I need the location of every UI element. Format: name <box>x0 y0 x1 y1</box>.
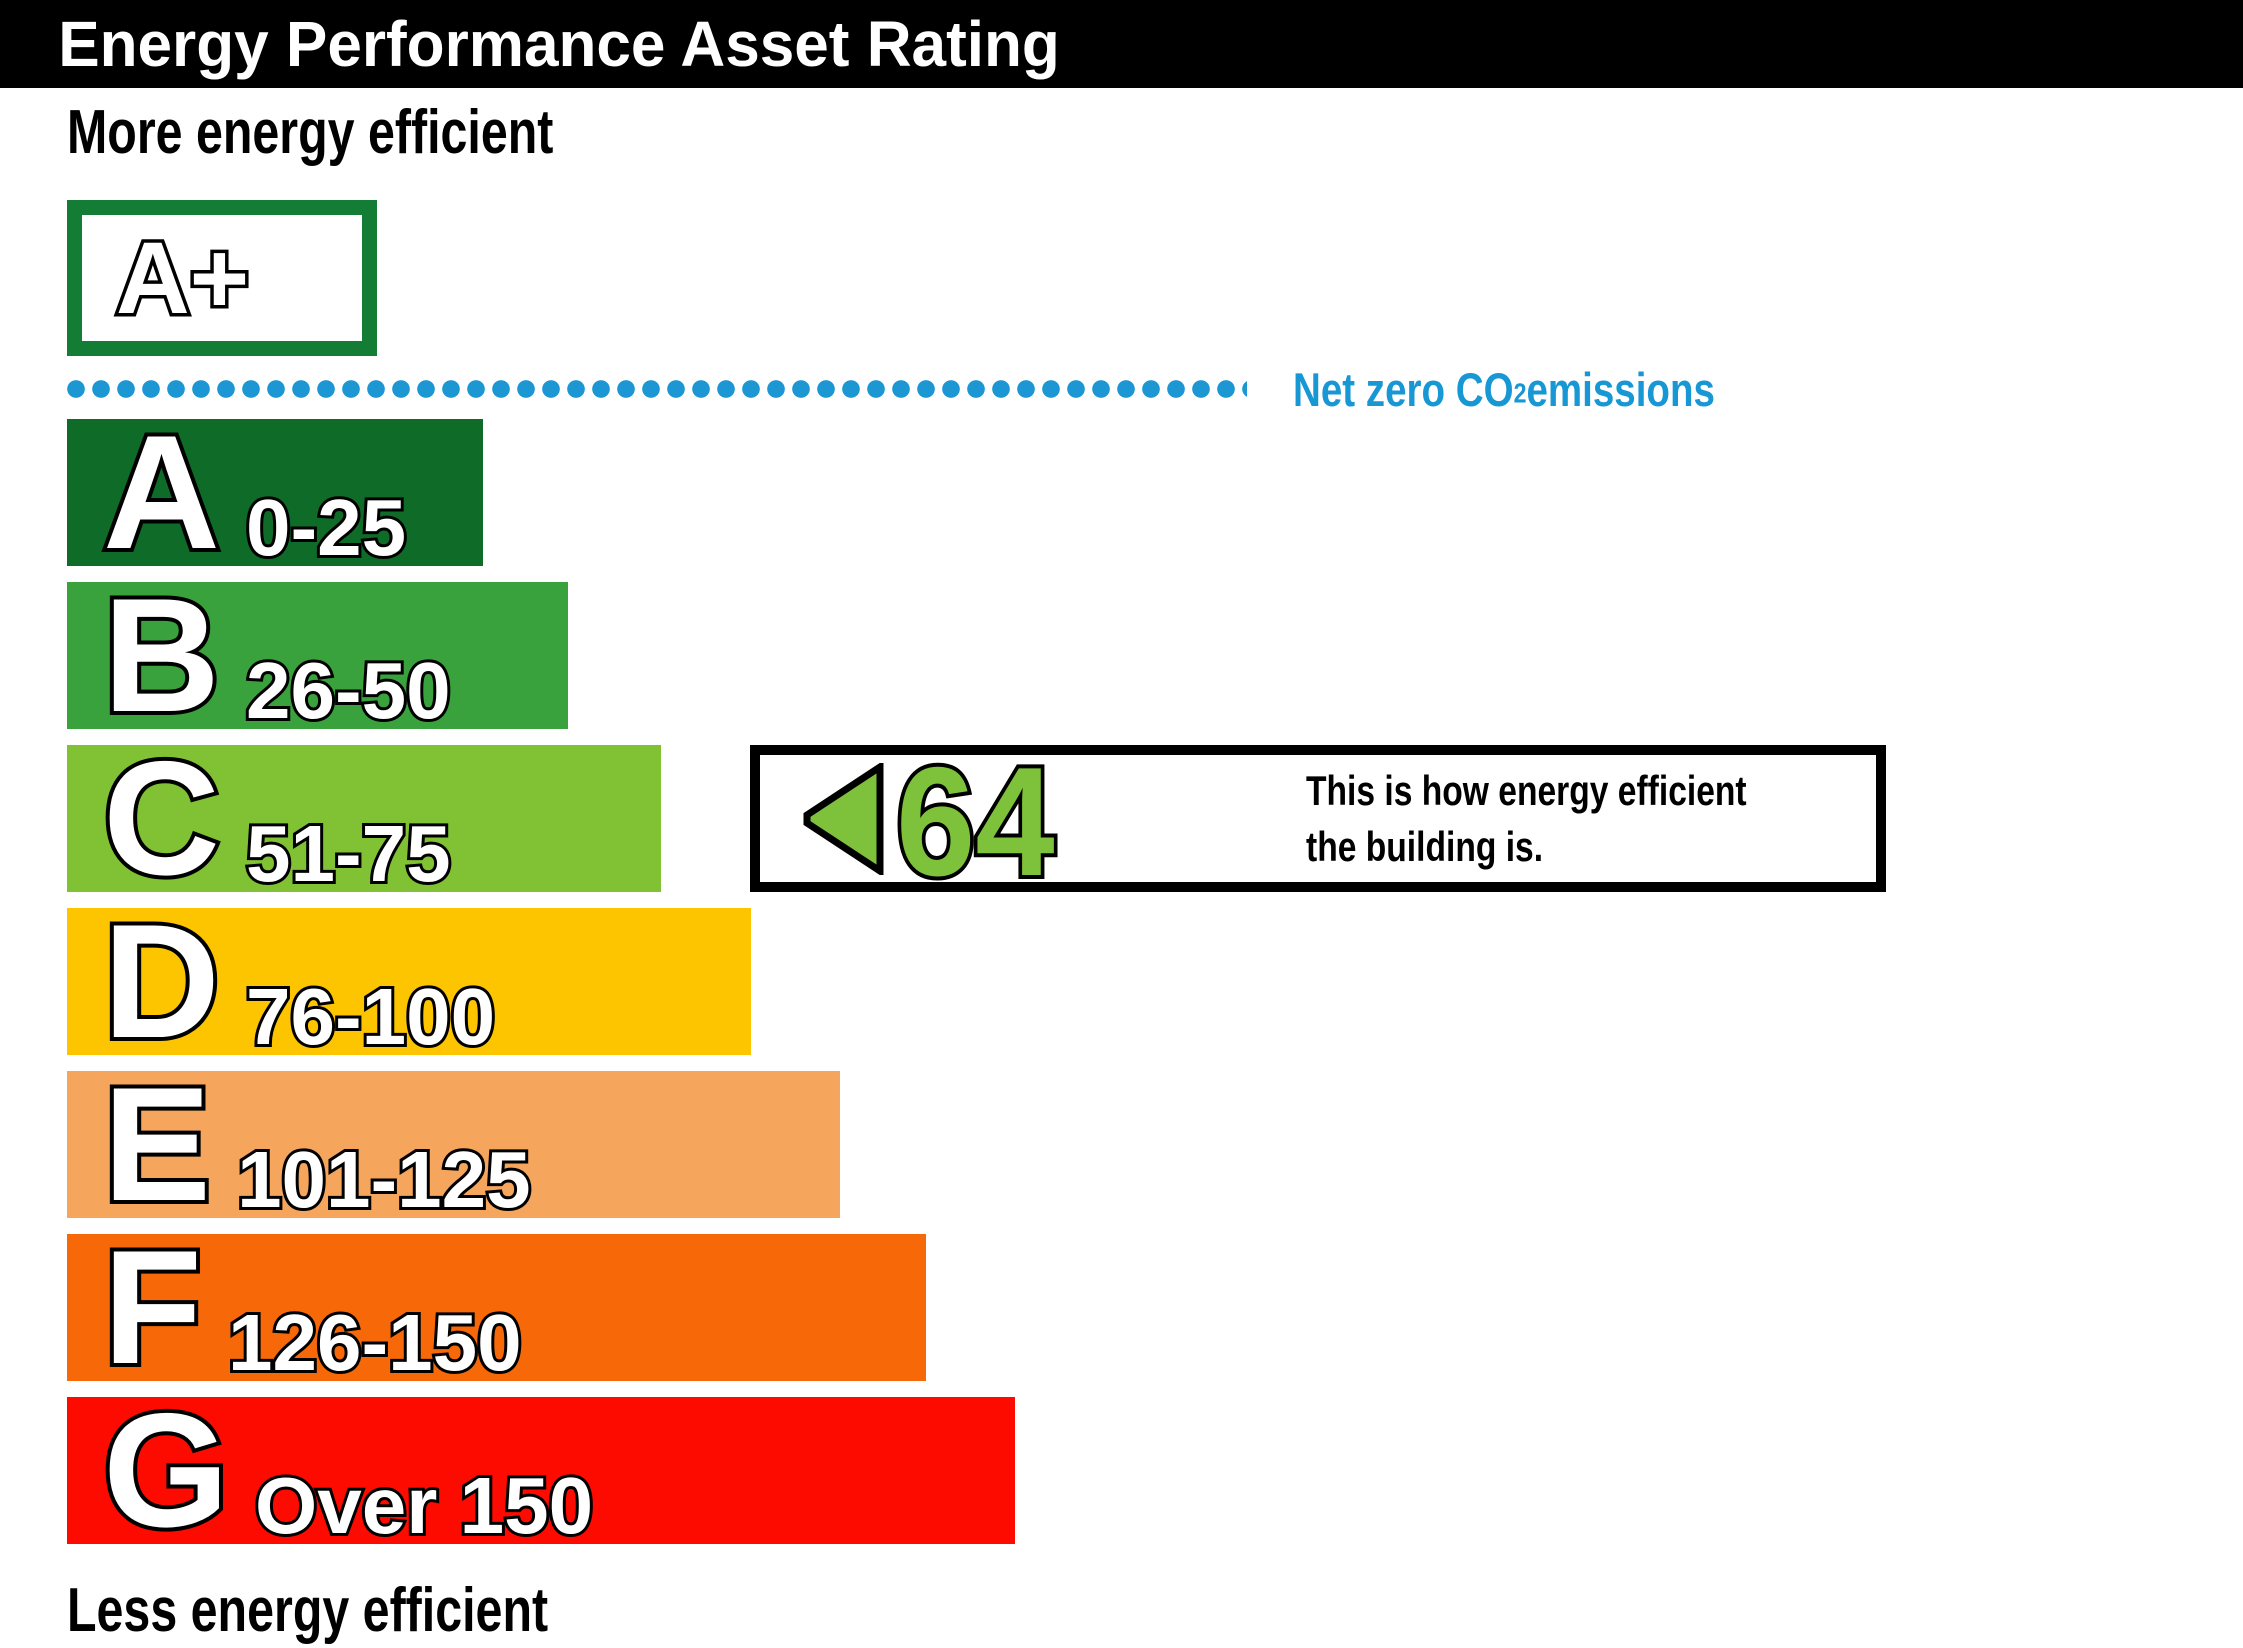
band-b-range: 26-50 <box>243 643 454 738</box>
band-a-plus: A+ <box>67 200 377 356</box>
rating-arrow-icon <box>803 762 884 875</box>
more-efficient-label: More energy efficient <box>67 98 554 167</box>
band-e-letter: E <box>99 1054 215 1235</box>
band-a: A 0-25 <box>67 402 483 583</box>
net-zero-subscript: 2 <box>1513 375 1527 408</box>
rating-description-line-1: This is how energy efficient <box>1306 766 1748 814</box>
header-bar: Energy Performance Asset Rating <box>0 0 2243 88</box>
net-zero-text-suffix: emissions <box>1526 362 1715 416</box>
rating-indicator-box: 64 This is how energy efficient the buil… <box>750 740 1886 903</box>
rating-description-line-2: the building is. <box>1306 822 1544 870</box>
band-d-letter: D <box>99 891 224 1072</box>
band-a-range: 0-25 <box>243 480 409 575</box>
band-f-letter: F <box>99 1217 206 1398</box>
band-g: G Over 150 <box>67 1380 1015 1561</box>
band-c: C 51-75 <box>67 728 661 909</box>
band-e-range: 101-125 <box>234 1132 534 1227</box>
band-b: B 26-50 <box>67 565 568 746</box>
band-c-range: 51-75 <box>243 806 454 901</box>
rating-value: 64 <box>892 735 1058 908</box>
net-zero-label: Net zero CO 2 emissions <box>1293 358 1715 420</box>
page-title: Energy Performance Asset Rating <box>58 8 1060 80</box>
less-efficient-label: Less energy efficient <box>67 1576 549 1645</box>
band-e: E 101-125 <box>67 1054 840 1235</box>
rating-description: This is how energy efficient the buildin… <box>1306 763 1857 875</box>
net-zero-text: Net zero CO <box>1293 362 1514 416</box>
band-a-letter: A <box>99 402 224 583</box>
band-c-letter: C <box>99 728 224 909</box>
band-d-range: 76-100 <box>243 969 498 1064</box>
band-d: D 76-100 <box>67 891 751 1072</box>
band-f: F 126-150 <box>67 1217 926 1398</box>
net-zero-dotted-line <box>67 379 1247 399</box>
band-g-range: Over 150 <box>252 1458 596 1553</box>
band-f-range: 126-150 <box>225 1295 525 1390</box>
band-b-letter: B <box>99 565 224 746</box>
band-a-plus-letter: A+ <box>112 221 252 335</box>
band-g-letter: G <box>99 1380 233 1561</box>
